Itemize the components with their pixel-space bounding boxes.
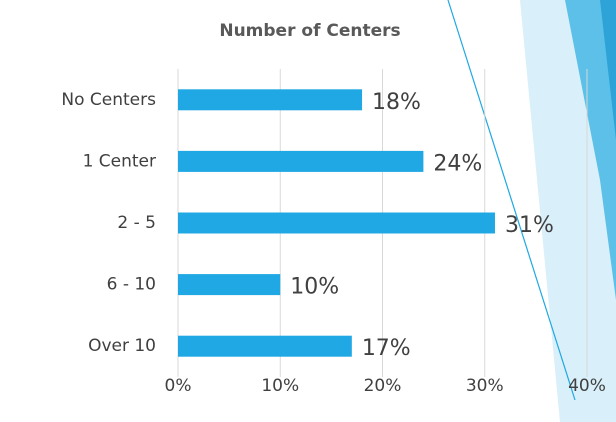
y-tick-label: Over 10 xyxy=(88,336,156,356)
x-tick-label: 40% xyxy=(568,376,606,396)
decor-shape xyxy=(565,0,616,300)
y-tick-label: No Centers xyxy=(61,90,156,110)
y-tick-label: 2 - 5 xyxy=(117,213,156,233)
bar xyxy=(178,150,424,172)
decor-line xyxy=(447,0,576,401)
chart-title: Number of Centers xyxy=(219,21,400,41)
bar xyxy=(178,274,281,296)
bar xyxy=(178,335,352,357)
bar xyxy=(178,89,363,111)
decor-shape xyxy=(600,0,616,140)
bar xyxy=(178,212,495,234)
data-label: 18% xyxy=(372,90,421,115)
data-label: 24% xyxy=(433,151,482,176)
x-tick-label: 20% xyxy=(364,376,402,396)
x-tick-label: 30% xyxy=(466,376,504,396)
data-label: 17% xyxy=(362,336,411,361)
data-label: 10% xyxy=(290,275,339,300)
y-tick-label: 1 Center xyxy=(83,151,156,171)
x-tick-label: 0% xyxy=(165,376,192,396)
x-tick-label: 10% xyxy=(261,376,299,396)
y-tick-label: 6 - 10 xyxy=(107,275,156,295)
data-label: 31% xyxy=(505,213,554,238)
